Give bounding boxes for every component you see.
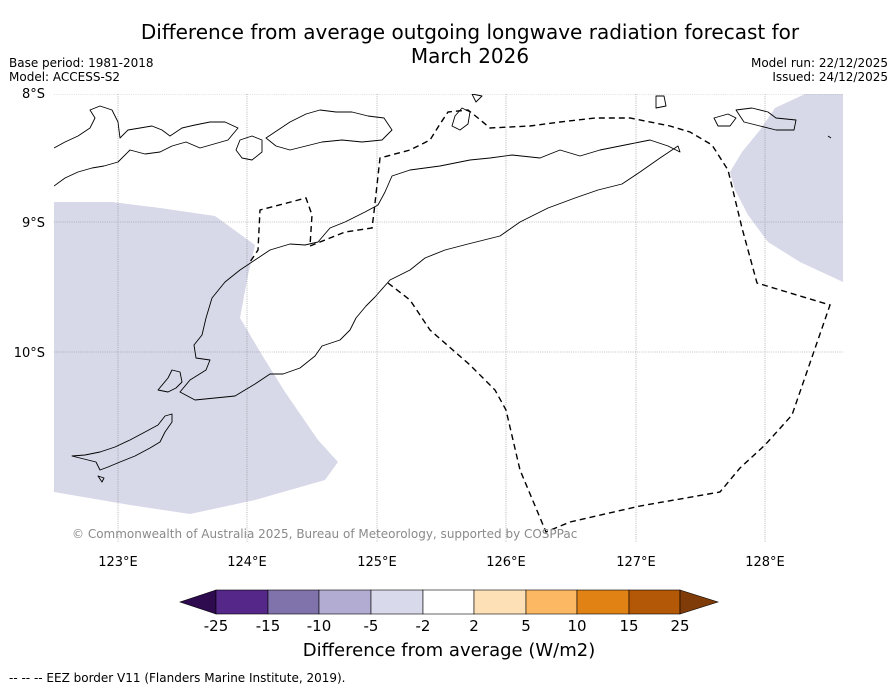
colorbar-tick-label: -15: [256, 617, 281, 635]
chart-title: Difference from average outgoing longwav…: [95, 20, 845, 68]
title-line-1: Difference from average outgoing longwav…: [140, 20, 800, 44]
lon-label: 124°E: [227, 555, 267, 570]
colorbar-tick-label: 2: [469, 617, 479, 635]
alor-islands: [265, 109, 393, 151]
colorbar-segment: [525, 589, 578, 615]
lat-label: 8°S: [22, 87, 45, 102]
far-east-islet: [827, 135, 832, 139]
colorbar-segment: [318, 589, 372, 615]
lon-label: 128°E: [745, 555, 785, 570]
lat-label: 9°S: [22, 216, 45, 231]
anomaly-region-northeast: [730, 94, 843, 282]
colorbar-tick-label: 5: [521, 617, 531, 635]
eez-border: [249, 109, 831, 533]
eez-legend: -- -- -- EEZ border V11 (Flanders Marine…: [9, 671, 346, 685]
lon-label: 126°E: [486, 555, 526, 570]
colorbar-tick-label: -2: [416, 617, 431, 635]
wetar-tip: [471, 94, 483, 103]
colorbar-extend-low: [179, 589, 217, 615]
pantar-island: [235, 135, 263, 161]
kisar-island: [655, 95, 667, 109]
rote-island: [71, 413, 173, 471]
copyright-notice: © Commonwealth of Australia 2025, Bureau…: [72, 527, 577, 541]
axis-labels: 8°S 9°S 10°S 123°E 124°E 125°E 126°E 127…: [14, 87, 785, 570]
issued-date: Issued: 24/12/2025: [772, 70, 888, 84]
colorbar-ticks: -25 -15 -10 -5 -2 2 5 10 15 25: [204, 617, 690, 635]
lon-label: 123°E: [98, 555, 138, 570]
colorbar-segment: [422, 589, 475, 615]
colorbar-extend-high: [679, 589, 719, 615]
base-info: Base period: 1981-2018 Model: ACCESS-S2: [9, 56, 154, 84]
base-period: Base period: 1981-2018: [9, 56, 154, 70]
colorbar-tick-label: -25: [204, 617, 229, 635]
lat-label: 10°S: [14, 346, 45, 361]
colorbar-segment: [576, 589, 630, 615]
title-line-2: March 2026: [410, 44, 530, 68]
model-name: Model: ACCESS-S2: [9, 70, 121, 84]
coastlines: [54, 94, 832, 483]
gridlines: [54, 94, 843, 542]
run-info: Model run: 22/12/2025 Issued: 24/12/2025: [751, 56, 888, 84]
lon-label: 127°E: [616, 555, 656, 570]
colorbar-segment: [370, 589, 424, 615]
colorbar: [179, 589, 719, 615]
colorbar-tick-label: -5: [364, 617, 379, 635]
colorbar-tick-label: 15: [619, 617, 638, 635]
colorbar-title: Difference from average (W/m2): [302, 640, 596, 661]
colorbar-segment: [628, 589, 681, 615]
colorbar-tick-label: 10: [567, 617, 586, 635]
atauro-island: [451, 107, 471, 131]
leti-islands: [713, 107, 797, 131]
colorbar-tick-label: -10: [307, 617, 332, 635]
timor-island: [179, 139, 681, 401]
colorbar-segment: [215, 589, 269, 615]
colorbar-segment: [473, 589, 527, 615]
model-run: Model run: 22/12/2025: [750, 56, 888, 70]
small-islet: [97, 475, 105, 483]
lon-label: 125°E: [357, 555, 397, 570]
colorbar-segment: [267, 589, 320, 615]
semau-island: [157, 369, 183, 393]
map-area: [54, 94, 843, 542]
colorbar-tick-label: 25: [670, 617, 689, 635]
flores-coast: [54, 105, 239, 187]
